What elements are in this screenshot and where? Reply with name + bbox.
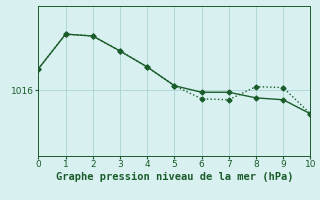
X-axis label: Graphe pression niveau de la mer (hPa): Graphe pression niveau de la mer (hPa) [56, 172, 293, 182]
